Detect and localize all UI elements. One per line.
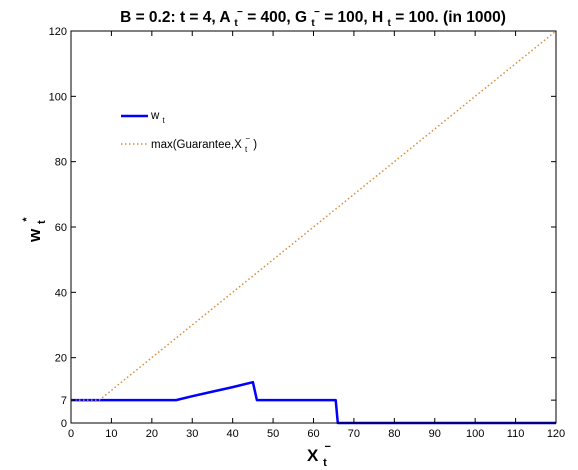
title-part: t <box>388 18 392 29</box>
series-layer <box>71 30 557 425</box>
y-axis-label-sub: t <box>36 220 48 224</box>
x-tick-label: 100 <box>466 428 484 440</box>
legend-label-max: max(Guarantee,X t − ) <box>151 132 257 155</box>
title-part: − <box>237 7 243 18</box>
x-tick-label: 50 <box>267 428 279 440</box>
y-tick-label: 100 <box>49 91 67 103</box>
series-line-1 <box>71 30 557 401</box>
x-tick-label: 80 <box>388 428 400 440</box>
y-tick-label: 80 <box>55 157 67 169</box>
title-part: t <box>234 18 238 29</box>
x-tick-label: 20 <box>146 428 158 440</box>
y-axis-label: w t * <box>21 216 49 243</box>
x-tick-label: 60 <box>307 428 319 440</box>
y-axis-label-sup: * <box>21 217 33 222</box>
y-tick-label: 0 <box>61 418 67 430</box>
legend-box <box>114 99 278 159</box>
y-tick-label: 20 <box>55 353 67 365</box>
title-part: B = 0.2: t = 4, A <box>120 9 230 26</box>
plot-background <box>71 31 556 423</box>
legend-label-w: w t <box>150 110 166 125</box>
title-part: − <box>314 7 320 18</box>
x-axis-label-sub: t <box>323 457 327 469</box>
x-tick-label: 10 <box>105 428 117 440</box>
x-tick-label: 90 <box>429 428 441 440</box>
x-tick-label: 40 <box>227 428 239 440</box>
x-tick-label: 0 <box>68 428 74 440</box>
y-tick-label: 40 <box>55 287 67 299</box>
ticks-layer: 0 10 20 30 40 50 60 70 80 90 100 110 120 0 7 20 40 60 80 10… <box>49 26 566 440</box>
series-line-0 <box>71 380 556 425</box>
title-part: = 100. (in 1000) <box>395 9 506 26</box>
title-part: = 400, G <box>247 9 307 26</box>
x-tick-label: 110 <box>507 428 525 440</box>
y-tick-label: 7 <box>61 395 67 407</box>
x-axis-label: X t − <box>307 441 331 470</box>
x-axis-label-sup: − <box>324 441 330 453</box>
x-tick-label: 30 <box>186 428 198 440</box>
chart-title: B = 0.2: t = 4, A t − = 400, G t − = 100… <box>120 2 506 30</box>
x-tick-label: 70 <box>348 428 360 440</box>
title-part: = 100, H <box>324 9 383 26</box>
y-tick-label: 120 <box>49 26 67 38</box>
x-axis-label-main: X <box>307 446 319 465</box>
y-tick-label: 60 <box>55 222 67 234</box>
x-tick-label: 120 <box>547 428 565 440</box>
legend: w t max(Guarantee,X t − ) <box>114 99 278 159</box>
y-axis-label-main: w <box>25 228 44 243</box>
title-part: t <box>311 18 315 29</box>
